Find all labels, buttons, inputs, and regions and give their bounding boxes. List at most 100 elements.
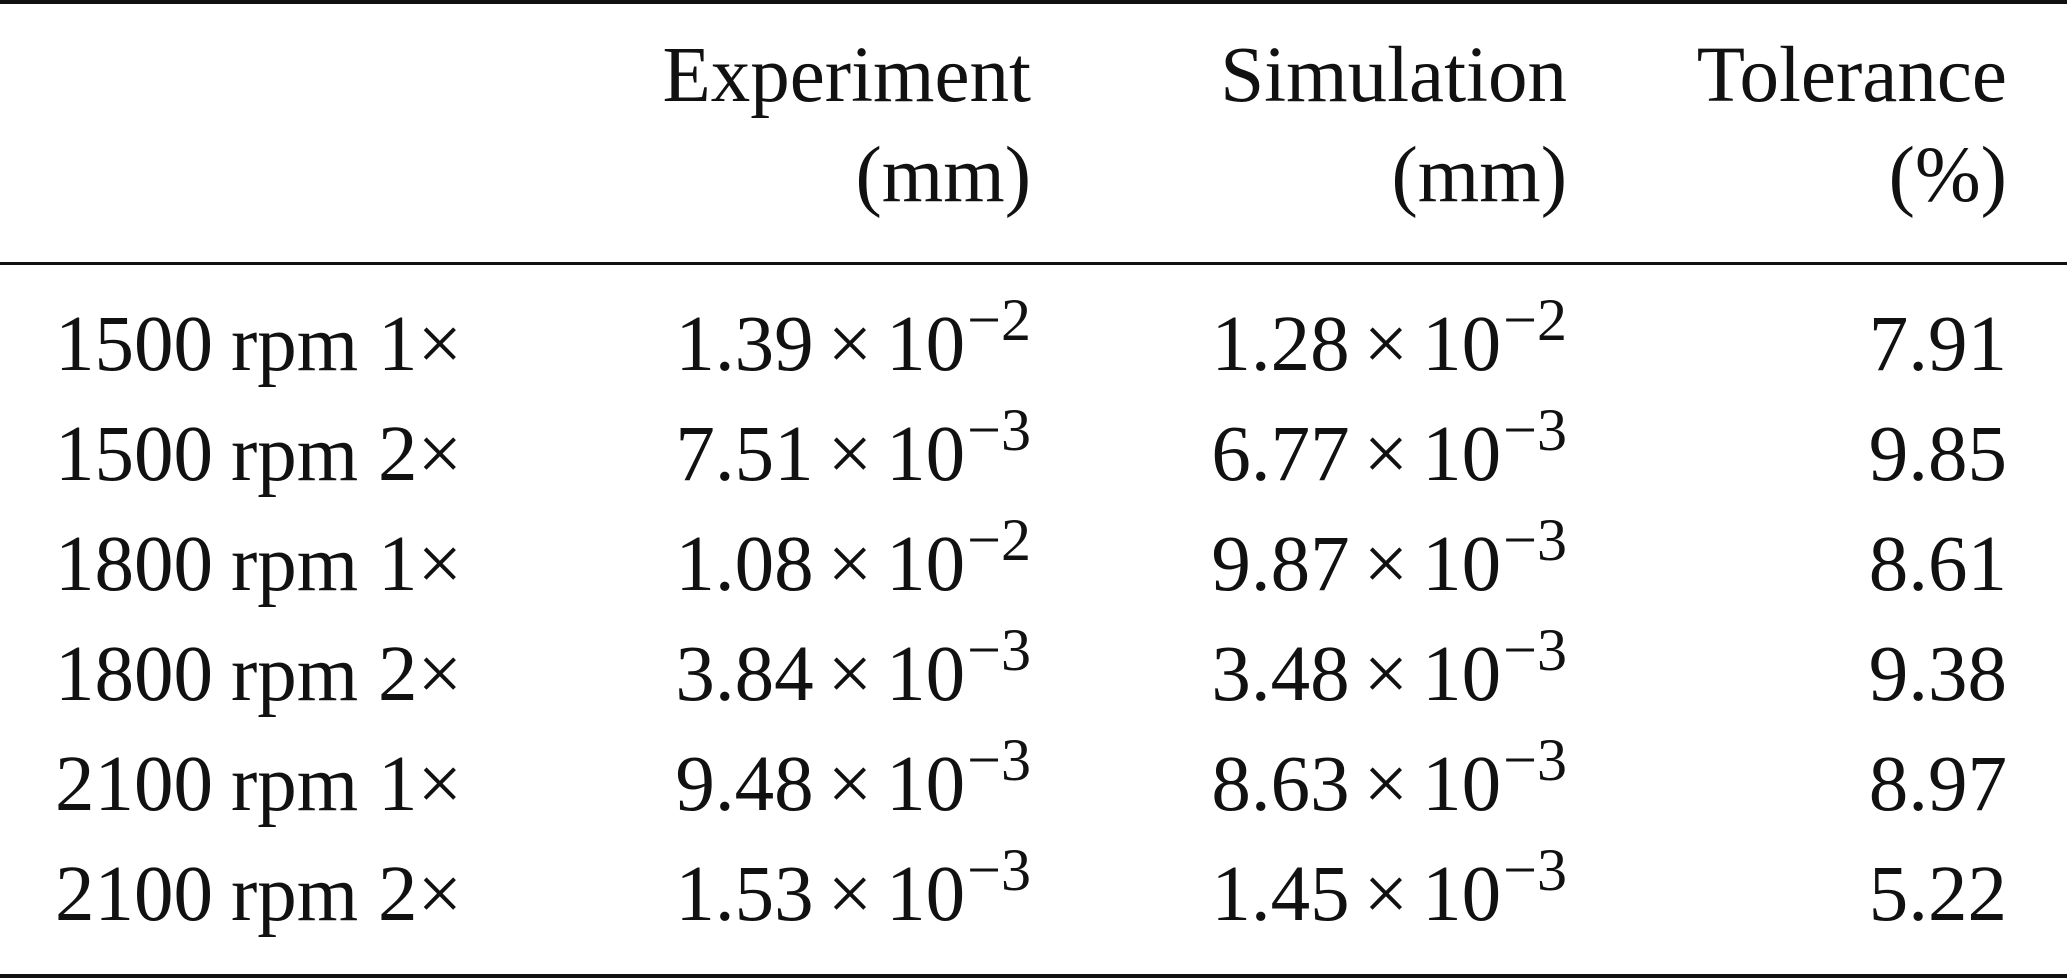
simulation-mantissa: 9.87 — [1211, 521, 1350, 608]
simulation-mantissa: 8.63 — [1211, 741, 1350, 828]
speed-value: 1800 — [55, 521, 213, 608]
harmonic-order: 2× — [378, 631, 463, 718]
base: 10 — [886, 741, 966, 828]
harmonic-order: 2× — [378, 851, 463, 938]
speed-value: 1800 — [55, 631, 213, 718]
row-label: 1500 rpm 1× — [55, 290, 462, 400]
experiment-value: 7.51 × 10−3 — [675, 397, 1031, 510]
simulation-exponent: −3 — [1503, 727, 1567, 793]
experiment-value: 1.08 × 10−2 — [675, 507, 1031, 620]
simulation-value: 1.45 × 10−3 — [1211, 837, 1567, 950]
base: 10 — [886, 521, 966, 608]
speed-value: 1500 — [55, 301, 213, 388]
row-label: 1800 rpm 2× — [55, 620, 462, 730]
simulation-mantissa: 1.28 — [1211, 301, 1350, 388]
times-sign: × — [827, 521, 873, 608]
header-tolerance-unit: (%) — [1888, 132, 2007, 219]
times-sign: × — [827, 411, 873, 498]
times-sign: × — [1363, 301, 1409, 388]
experiment-exponent: −3 — [967, 397, 1031, 463]
simulation-mantissa: 3.48 — [1211, 631, 1350, 718]
row-label: 2100 rpm 1× — [55, 730, 462, 840]
tolerance-value: 9.38 — [1868, 631, 2007, 718]
speed-value: 2100 — [55, 741, 213, 828]
experiment-value: 3.84 × 10−3 — [675, 617, 1031, 730]
base: 10 — [1422, 521, 1502, 608]
speed-unit: rpm — [231, 741, 359, 828]
simulation-exponent: −3 — [1503, 617, 1567, 683]
times-sign: × — [1363, 851, 1409, 938]
simulation-value: 8.63 × 10−3 — [1211, 727, 1567, 840]
simulation-exponent: −3 — [1503, 837, 1567, 903]
header-simulation-title: Simulation — [1220, 32, 1567, 119]
harmonic-order: 1× — [378, 741, 463, 828]
speed-value: 1500 — [55, 411, 213, 498]
experiment-value: 9.48 × 10−3 — [675, 727, 1031, 840]
experiment-exponent: −2 — [967, 507, 1031, 573]
header-experiment-title: Experiment — [662, 32, 1031, 119]
experiment-mantissa: 3.84 — [675, 631, 814, 718]
base: 10 — [886, 631, 966, 718]
harmonic-order: 1× — [378, 521, 463, 608]
times-sign: × — [1363, 741, 1409, 828]
simulation-mantissa: 6.77 — [1211, 411, 1350, 498]
bottom-rule — [0, 974, 2067, 978]
simulation-value: 9.87 × 10−3 — [1211, 507, 1567, 620]
row-label: 2100 rpm 2× — [55, 840, 462, 950]
speed-unit: rpm — [231, 411, 359, 498]
base: 10 — [1422, 851, 1502, 938]
base: 10 — [1422, 631, 1502, 718]
experiment-mantissa: 7.51 — [675, 411, 814, 498]
experiment-exponent: −3 — [967, 837, 1031, 903]
experiment-value: 1.39 × 10−2 — [675, 287, 1031, 400]
table-row: 1500 rpm 2× 7.51 × 10−3 6.77 × 10−3 9.85 — [0, 397, 2067, 510]
header-simulation-unit: (mm) — [1391, 132, 1567, 219]
base: 10 — [1422, 741, 1502, 828]
base: 10 — [1422, 411, 1502, 498]
header-experiment-unit: (mm) — [855, 132, 1031, 219]
experiment-value: 1.53 × 10−3 — [675, 837, 1031, 950]
table-row: 2100 rpm 1× 9.48 × 10−3 8.63 × 10−3 8.97 — [0, 727, 2067, 840]
base: 10 — [1422, 301, 1502, 388]
simulation-mantissa: 1.45 — [1211, 851, 1350, 938]
experiment-mantissa: 1.08 — [675, 521, 814, 608]
header-experiment: Experiment (mm) — [662, 26, 1031, 226]
table-row: 1800 rpm 2× 3.84 × 10−3 3.48 × 10−3 9.38 — [0, 617, 2067, 730]
table-row: 1500 rpm 1× 1.39 × 10−2 1.28 × 10−2 7.91 — [0, 287, 2067, 400]
times-sign: × — [1363, 631, 1409, 718]
harmonic-order: 2× — [378, 411, 463, 498]
header-tolerance: Tolerance (%) — [1697, 26, 2007, 226]
tolerance-value: 5.22 — [1868, 851, 2007, 938]
simulation-value: 6.77 × 10−3 — [1211, 397, 1567, 510]
experiment-exponent: −2 — [967, 287, 1031, 353]
speed-unit: rpm — [231, 851, 359, 938]
times-sign: × — [827, 301, 873, 388]
table-row: 2100 rpm 2× 1.53 × 10−3 1.45 × 10−3 5.22 — [0, 837, 2067, 950]
times-sign: × — [827, 851, 873, 938]
harmonic-order: 1× — [378, 301, 463, 388]
tolerance-value: 7.91 — [1868, 301, 2007, 388]
row-label: 1800 rpm 1× — [55, 510, 462, 620]
experiment-exponent: −3 — [967, 727, 1031, 793]
speed-unit: rpm — [231, 521, 359, 608]
experiment-mantissa: 1.39 — [675, 301, 814, 388]
tolerance-value: 8.97 — [1868, 741, 2007, 828]
times-sign: × — [1363, 411, 1409, 498]
times-sign: × — [1363, 521, 1409, 608]
simulation-exponent: −3 — [1503, 507, 1567, 573]
simulation-value: 1.28 × 10−2 — [1211, 287, 1567, 400]
base: 10 — [886, 411, 966, 498]
times-sign: × — [827, 631, 873, 718]
header-simulation: Simulation (mm) — [1220, 26, 1567, 226]
experiment-exponent: −3 — [967, 617, 1031, 683]
header-rule — [0, 262, 2067, 265]
table-row: 1800 rpm 1× 1.08 × 10−2 9.87 × 10−3 8.61 — [0, 507, 2067, 620]
experiment-mantissa: 1.53 — [675, 851, 814, 938]
tolerance-value: 8.61 — [1868, 521, 2007, 608]
row-label: 1500 rpm 2× — [55, 400, 462, 510]
tolerance-value: 9.85 — [1868, 411, 2007, 498]
base: 10 — [886, 301, 966, 388]
top-rule — [0, 0, 2067, 4]
speed-unit: rpm — [231, 631, 359, 718]
simulation-exponent: −3 — [1503, 397, 1567, 463]
